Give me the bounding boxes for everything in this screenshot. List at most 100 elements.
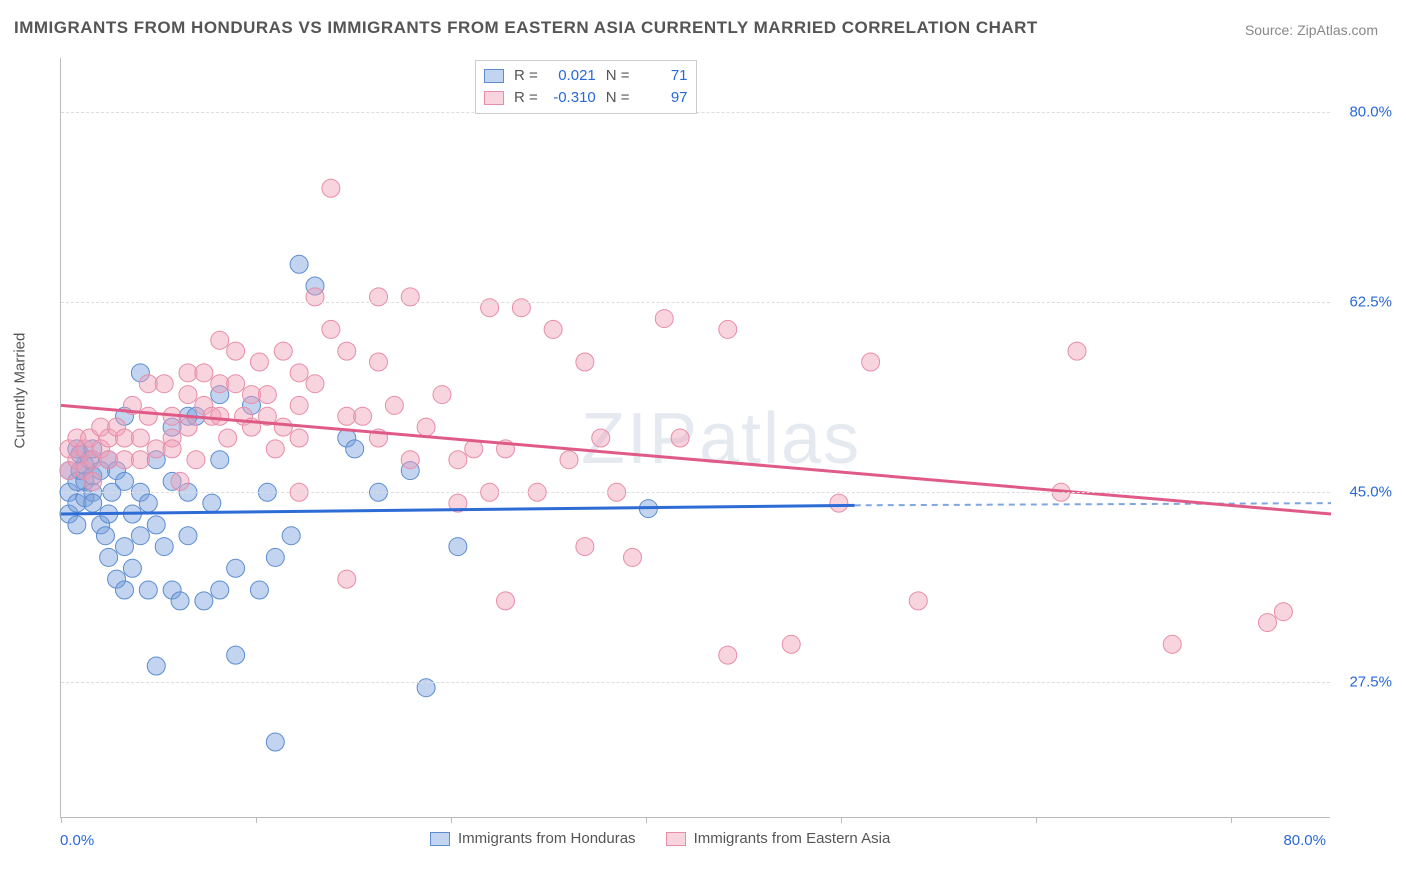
data-point-eastern_asia — [163, 440, 181, 458]
data-point-eastern_asia — [219, 429, 237, 447]
r-label-2: R = — [514, 87, 538, 109]
data-point-eastern_asia — [354, 407, 372, 425]
data-point-eastern_asia — [624, 548, 642, 566]
data-point-eastern_asia — [227, 342, 245, 360]
r-value-honduras: 0.021 — [544, 65, 596, 87]
data-point-honduras — [100, 548, 118, 566]
data-point-honduras — [227, 559, 245, 577]
data-point-eastern_asia — [290, 364, 308, 382]
data-point-honduras — [68, 516, 86, 534]
data-point-eastern_asia — [592, 429, 610, 447]
data-point-honduras — [84, 494, 102, 512]
data-point-honduras — [266, 548, 284, 566]
data-point-honduras — [266, 733, 284, 751]
y-tick-label: 80.0% — [1337, 104, 1392, 121]
data-point-eastern_asia — [250, 353, 268, 371]
data-point-eastern_asia — [449, 451, 467, 469]
data-point-eastern_asia — [1259, 614, 1277, 632]
data-point-eastern_asia — [131, 451, 149, 469]
data-point-eastern_asia — [544, 320, 562, 338]
x-tick — [841, 817, 842, 823]
x-axis-max-label: 80.0% — [1283, 832, 1326, 849]
data-point-honduras — [116, 581, 134, 599]
gridline — [61, 492, 1330, 493]
x-tick — [646, 817, 647, 823]
data-point-eastern_asia — [909, 592, 927, 610]
swatch-eastern-asia — [484, 91, 504, 105]
data-point-honduras — [147, 516, 165, 534]
x-tick — [1231, 817, 1232, 823]
y-axis-title: Currently Married — [12, 333, 29, 449]
data-point-eastern_asia — [290, 429, 308, 447]
data-point-eastern_asia — [370, 353, 388, 371]
data-point-eastern_asia — [655, 310, 673, 328]
data-point-eastern_asia — [274, 342, 292, 360]
trend-line-eastern_asia — [61, 405, 1331, 514]
data-point-eastern_asia — [1274, 603, 1292, 621]
data-point-eastern_asia — [1163, 635, 1181, 653]
data-point-eastern_asia — [131, 429, 149, 447]
y-tick-label: 62.5% — [1337, 294, 1392, 311]
data-point-eastern_asia — [862, 353, 880, 371]
data-point-honduras — [195, 592, 213, 610]
x-tick — [1036, 817, 1037, 823]
data-point-honduras — [139, 581, 157, 599]
data-point-eastern_asia — [116, 429, 134, 447]
y-tick-label: 45.0% — [1337, 484, 1392, 501]
data-point-eastern_asia — [1068, 342, 1086, 360]
data-point-honduras — [116, 538, 134, 556]
data-point-honduras — [227, 646, 245, 664]
data-point-eastern_asia — [155, 375, 173, 393]
legend-item-honduras: Immigrants from Honduras — [430, 830, 636, 847]
data-point-eastern_asia — [322, 320, 340, 338]
legend-label-eastern-asia: Immigrants from Eastern Asia — [694, 830, 891, 847]
data-point-eastern_asia — [100, 451, 118, 469]
data-point-eastern_asia — [179, 364, 197, 382]
data-point-honduras — [147, 657, 165, 675]
data-point-eastern_asia — [719, 646, 737, 664]
y-tick-label: 27.5% — [1337, 674, 1392, 691]
data-point-eastern_asia — [719, 320, 737, 338]
data-point-eastern_asia — [187, 451, 205, 469]
data-point-eastern_asia — [338, 342, 356, 360]
data-point-eastern_asia — [274, 418, 292, 436]
data-point-honduras — [179, 527, 197, 545]
data-point-honduras — [211, 451, 229, 469]
data-point-eastern_asia — [179, 386, 197, 404]
data-point-honduras — [171, 592, 189, 610]
data-point-eastern_asia — [290, 396, 308, 414]
data-point-eastern_asia — [139, 407, 157, 425]
data-point-eastern_asia — [576, 353, 594, 371]
data-point-eastern_asia — [576, 538, 594, 556]
plot-area: ZIPatlas 27.5%45.0%62.5%80.0% — [60, 58, 1330, 818]
data-point-honduras — [203, 494, 221, 512]
r-label: R = — [514, 65, 538, 87]
data-point-honduras — [96, 527, 114, 545]
x-tick — [256, 817, 257, 823]
swatch-honduras — [484, 69, 504, 83]
x-tick — [61, 817, 62, 823]
data-point-honduras — [116, 472, 134, 490]
r-value-eastern-asia: -0.310 — [544, 87, 596, 109]
data-point-eastern_asia — [497, 592, 515, 610]
data-point-eastern_asia — [830, 494, 848, 512]
data-point-eastern_asia — [227, 375, 245, 393]
trend-line-dashed-honduras — [855, 503, 1331, 505]
data-point-honduras — [449, 538, 467, 556]
data-point-eastern_asia — [671, 429, 689, 447]
data-point-honduras — [139, 494, 157, 512]
chart-title: IMMIGRANTS FROM HONDURAS VS IMMIGRANTS F… — [14, 18, 1038, 38]
data-point-eastern_asia — [338, 570, 356, 588]
data-point-eastern_asia — [385, 396, 403, 414]
data-point-eastern_asia — [560, 451, 578, 469]
data-point-eastern_asia — [243, 386, 261, 404]
data-point-eastern_asia — [84, 472, 102, 490]
chart-svg — [61, 58, 1330, 817]
data-point-honduras — [211, 581, 229, 599]
data-point-eastern_asia — [322, 179, 340, 197]
data-point-honduras — [250, 581, 268, 599]
data-point-eastern_asia — [195, 364, 213, 382]
data-point-eastern_asia — [211, 331, 229, 349]
data-point-eastern_asia — [179, 418, 197, 436]
legend-swatch-eastern-asia — [666, 832, 686, 846]
